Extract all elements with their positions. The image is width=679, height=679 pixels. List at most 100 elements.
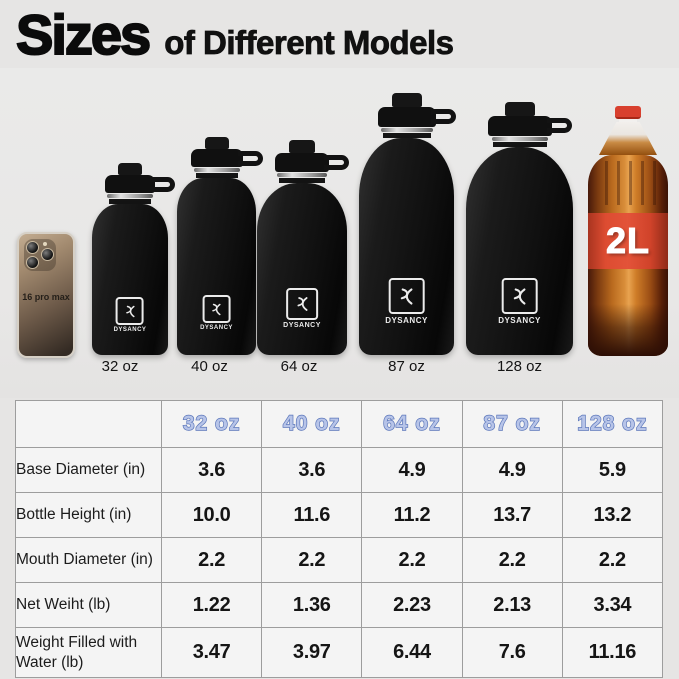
cola-label-text: 2L (605, 220, 650, 262)
cell-value: 3.6 (160, 447, 263, 493)
table-header-row: 32 oz 40 oz 64 oz 87 oz 128 oz (15, 400, 664, 448)
bottle-steel-ring (193, 168, 240, 172)
bottle-steel-ring (277, 173, 327, 177)
bottle-body: DYSANCY (359, 138, 454, 355)
bottle-handle (324, 155, 349, 170)
bottle-lid (377, 107, 436, 127)
phone-16-pro-max: 16 pro max (17, 232, 75, 358)
bottle-steel-ring (491, 137, 548, 141)
bottle-cap (105, 175, 175, 193)
cell-value: 3.97 (261, 627, 363, 678)
header-cell-40oz: 40 oz (261, 400, 363, 448)
bottle-spout (118, 163, 142, 175)
cell-value: 3.34 (561, 582, 664, 628)
camera-flash-icon (43, 242, 47, 246)
cell-value: 6.44 (361, 627, 463, 678)
title-sub: of Different Models (164, 24, 455, 62)
dysancy-logo-icon (116, 297, 144, 325)
bottle-cap (190, 149, 263, 167)
cell-value: 3.47 (160, 627, 263, 678)
bottle-128oz: DYSANCY (466, 102, 573, 355)
table-row-base-diameter: Base Diameter (in) 3.6 3.6 4.9 4.9 5.9 (15, 447, 664, 493)
bottle-cap (377, 107, 456, 127)
bottle-lid (105, 175, 155, 193)
dysancy-logo: DYSANCY (385, 278, 428, 325)
bottle-neck (382, 133, 431, 138)
header-cell-64oz: 64 oz (361, 400, 463, 448)
dysancy-logo-icon (285, 288, 318, 320)
bottle-handle (237, 151, 263, 166)
cell-value: 2.2 (261, 537, 363, 583)
cell-value: 2.2 (461, 537, 563, 583)
cell-value: 11.2 (361, 492, 463, 538)
bottle-40oz: DYSANCY (177, 137, 263, 355)
page-title: Sizes of Different Models (15, 2, 455, 67)
cell-value: 10.0 (160, 492, 263, 538)
table-row-mouth-diameter: Mouth Diameter (in) 2.2 2.2 2.2 2.2 2.2 (15, 537, 664, 583)
cell-value: 13.2 (561, 492, 664, 538)
camera-lens-icon (26, 256, 39, 269)
cell-value: 3.6 (261, 447, 363, 493)
table-row-net-weight: Net Weiht (lb) 1.22 1.36 2.23 2.13 3.34 (15, 582, 664, 628)
cola-label: 2L (588, 213, 668, 269)
dysancy-logo-text: DYSANCY (498, 316, 541, 325)
header-cell-32oz: 32 oz (160, 400, 263, 448)
bottle-handle (150, 177, 175, 192)
cell-value: 13.7 (461, 492, 563, 538)
bottle-neck (279, 178, 325, 183)
dysancy-logo-icon (202, 295, 231, 323)
bottle-spout (204, 137, 229, 149)
bottle-spout (289, 140, 315, 153)
size-label-87oz: 87 oz (388, 358, 425, 375)
bottle-cap (275, 153, 349, 172)
row-label: Net Weiht (lb) (15, 582, 162, 628)
bottle-body: DYSANCY (177, 178, 256, 355)
bottle-body: DYSANCY (257, 183, 347, 355)
bottle-body: DYSANCY (466, 147, 573, 355)
camera-lens-icon (41, 248, 54, 261)
row-label: Base Diameter (in) (15, 447, 162, 493)
size-label-40oz: 40 oz (191, 358, 228, 375)
dysancy-logo-text: DYSANCY (200, 325, 233, 331)
bottle-32oz: DYSANCY (92, 163, 175, 355)
camera-lens-icon (26, 241, 39, 254)
row-label: Bottle Height (in) (15, 492, 162, 538)
cola-collar (619, 119, 637, 122)
bottle-steel-ring (107, 194, 153, 198)
size-label-64oz: 64 oz (280, 358, 318, 375)
cell-value: 2.23 (361, 582, 463, 628)
spec-table: 32 oz 40 oz 64 oz 87 oz 128 oz Base Diam… (15, 400, 664, 678)
cell-value: 2.2 (561, 537, 664, 583)
cola-cap (615, 106, 641, 119)
header-cell-87oz: 87 oz (461, 400, 563, 448)
bottle-handle (546, 118, 572, 133)
bottle-lid (487, 116, 552, 136)
cell-value: 7.6 (461, 627, 563, 678)
size-label-128oz: 128 oz (496, 358, 543, 375)
dysancy-logo: DYSANCY (283, 288, 321, 329)
dysancy-logo-text: DYSANCY (385, 316, 428, 325)
bottle-cap (487, 116, 572, 136)
bottle-neck (195, 173, 238, 178)
cola-body: 2L (588, 155, 668, 356)
dysancy-logo: DYSANCY (200, 295, 233, 331)
cell-value: 4.9 (361, 447, 463, 493)
bottle-lid (190, 149, 243, 167)
phone-label: 16 pro max (22, 292, 70, 302)
cola-ridges (596, 161, 660, 205)
dysancy-logo: DYSANCY (498, 278, 541, 325)
dysancy-logo-text: DYSANCY (283, 322, 321, 329)
cell-value: 2.13 (461, 582, 563, 628)
table-row-filled-weight: Weight Filled with Water (lb) 3.47 3.97 … (15, 627, 664, 678)
dysancy-logo: DYSANCY (114, 297, 147, 333)
bottle-spout (504, 102, 535, 116)
header-cell-128oz: 128 oz (561, 400, 664, 448)
bottle-steel-ring (380, 128, 433, 132)
table-corner-cell (15, 400, 162, 448)
bottle-body: DYSANCY (92, 204, 168, 355)
cell-value: 11.16 (561, 627, 664, 678)
bottle-lid (275, 153, 329, 172)
cell-value: 4.9 (461, 447, 563, 493)
cola-neck (599, 122, 657, 155)
cell-value: 2.2 (160, 537, 263, 583)
